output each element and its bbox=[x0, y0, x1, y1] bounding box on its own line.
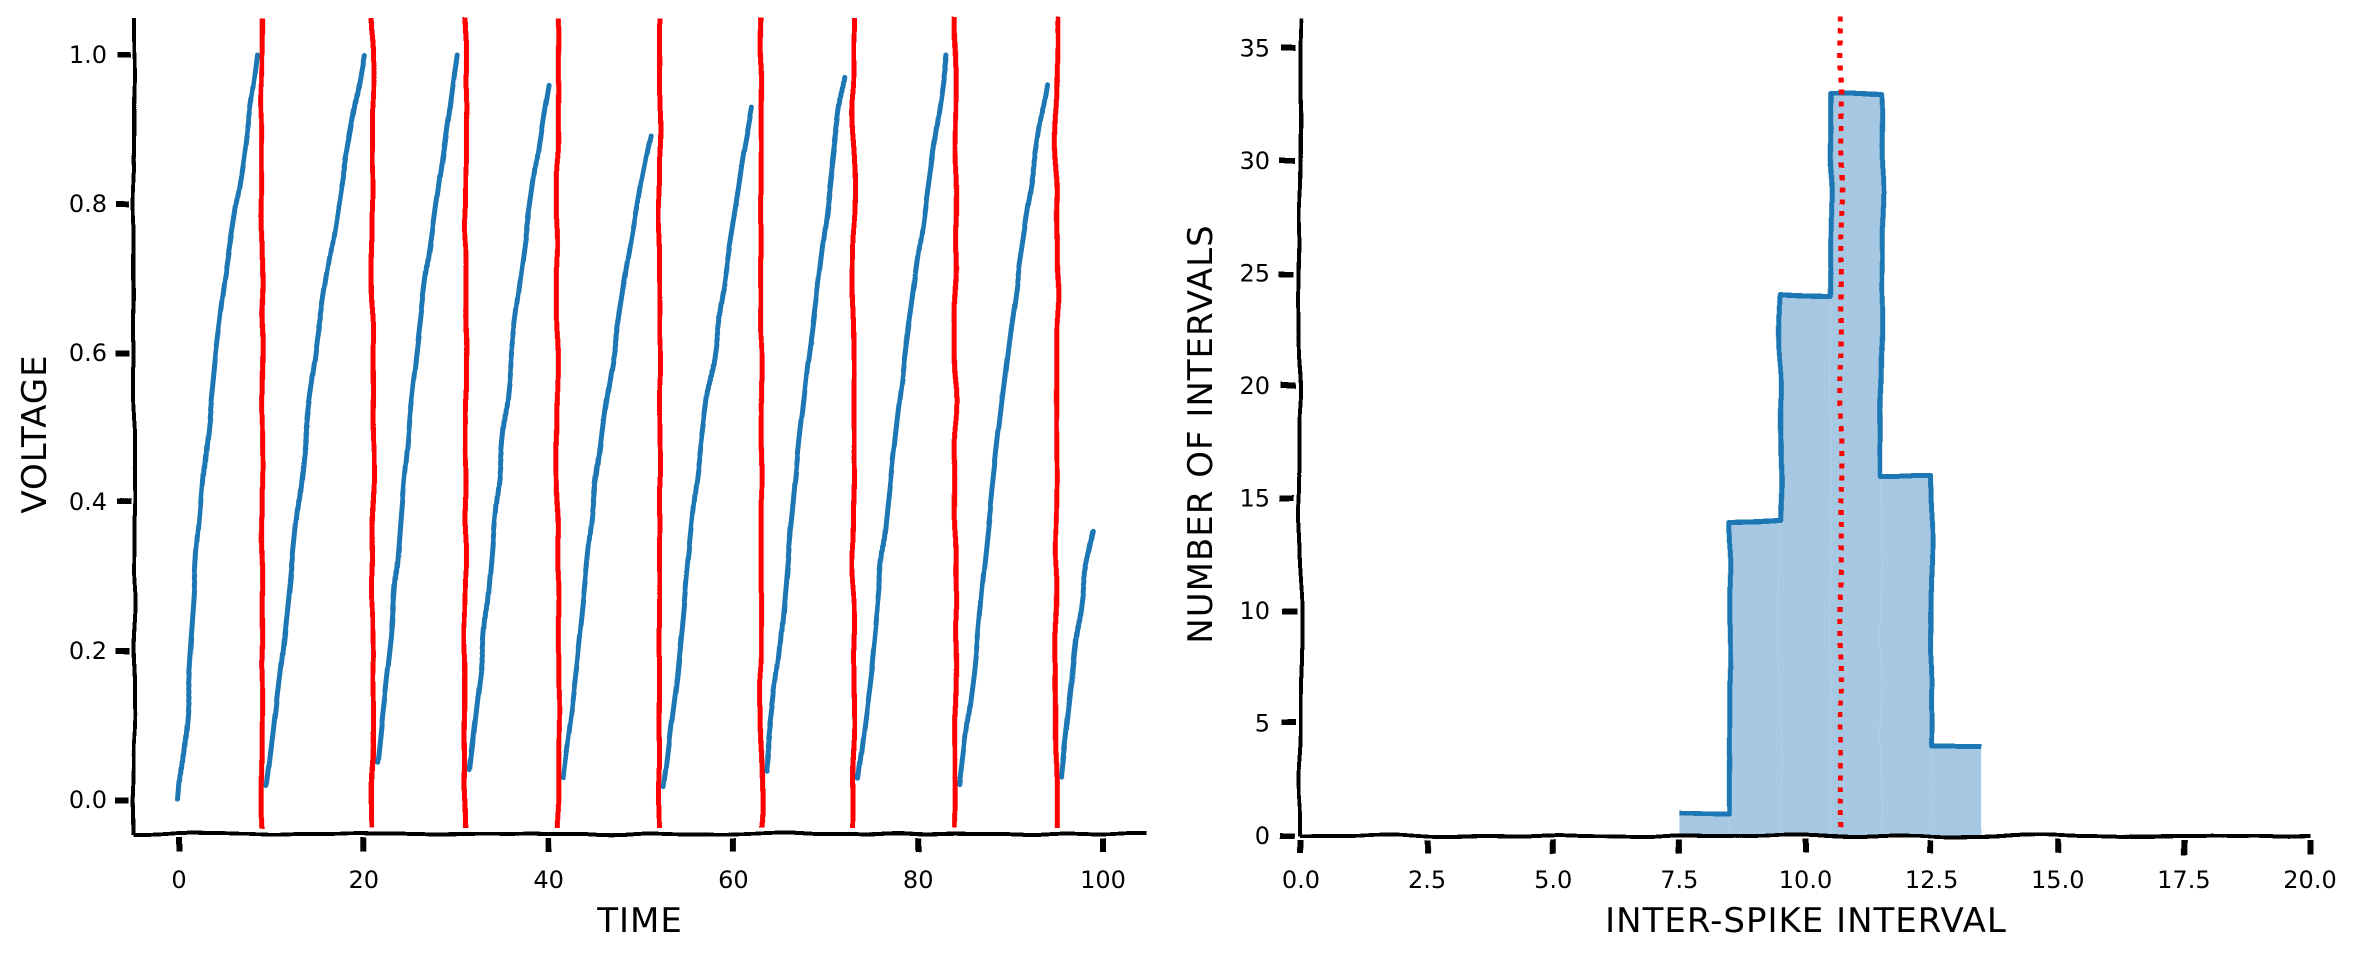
voltage-x-axis-label: TIME bbox=[596, 901, 683, 941]
isi-y-tick-label: 25 bbox=[1239, 260, 1270, 288]
isi-histogram-tick-labels: 0 5 10 15 20 25 30 35 0.0 2.5 5.0 7.5 10.0 12.5 15.0 17… bbox=[1239, 35, 2336, 895]
voltage-y-tick-label: 0.8 bbox=[69, 190, 107, 218]
isi-x-tick-label: 15.0 bbox=[2031, 866, 2084, 894]
voltage-y-tick-label: 1.0 bbox=[69, 41, 107, 69]
isi-y-tick-label: 0 bbox=[1255, 822, 1270, 850]
voltage-tick-labels: 0.0 0.2 0.4 0.6 0.8 1.0 0 20 40 60 80 100 bbox=[69, 41, 1126, 894]
isi-histogram-chart: 0 5 10 15 20 25 30 35 0.0 2.5 5.0 7.5 10.0 12.5 15.0 17… bbox=[1181, 18, 2337, 941]
voltage-x-tick-label: 20 bbox=[349, 866, 380, 894]
isi-y-tick-label: 15 bbox=[1239, 485, 1270, 513]
voltage-x-tick-label: 0 bbox=[171, 866, 186, 894]
voltage-axes bbox=[116, 18, 1146, 852]
isi-x-tick-label: 17.5 bbox=[2157, 866, 2210, 894]
isi-x-tick-label: 10.0 bbox=[1779, 866, 1832, 894]
isi-y-tick-label: 10 bbox=[1239, 597, 1270, 625]
voltage-trace-segment bbox=[560, 134, 653, 781]
isi-x-tick-label: 2.5 bbox=[1408, 866, 1446, 894]
histogram-bar bbox=[1729, 521, 1781, 836]
isi-histogram-plot-area bbox=[1679, 18, 1983, 836]
voltage-y-tick-label: 0.4 bbox=[69, 488, 107, 516]
voltage-trace-segment bbox=[1058, 529, 1097, 781]
voltage-plot-area bbox=[176, 18, 1097, 828]
histogram-bar bbox=[1830, 93, 1882, 836]
histogram-bar bbox=[1931, 746, 1983, 836]
voltage-trace-segment bbox=[176, 52, 260, 803]
isi-x-tick-label: 12.5 bbox=[1905, 866, 1958, 894]
voltage-x-tick-label: 100 bbox=[1080, 866, 1126, 894]
isi-y-tick-label: 30 bbox=[1239, 147, 1270, 175]
voltage-trace-segment bbox=[855, 52, 949, 781]
voltage-trace-segment bbox=[661, 104, 755, 788]
histogram-bar bbox=[1679, 813, 1730, 836]
isi-y-tick-label: 20 bbox=[1239, 372, 1270, 400]
histogram-bar bbox=[1881, 476, 1932, 836]
voltage-x-tick-label: 60 bbox=[718, 866, 749, 894]
voltage-x-tick-label: 40 bbox=[533, 866, 564, 894]
voltage-chart: 0.0 0.2 0.4 0.6 0.8 1.0 0 20 40 60 80 100 TIME VOLT… bbox=[15, 18, 1146, 941]
voltage-y-axis-label: VOLTAGE bbox=[15, 354, 55, 513]
isi-y-tick-label: 35 bbox=[1239, 35, 1270, 63]
voltage-trace-segment bbox=[957, 82, 1051, 788]
voltage-trace-segment bbox=[264, 52, 367, 788]
voltage-trace-segment bbox=[467, 82, 552, 773]
voltage-trace-segment bbox=[763, 74, 847, 773]
isi-x-tick-label: 5.0 bbox=[1534, 866, 1572, 894]
isi-x-axis-label: INTER-SPIKE INTERVAL bbox=[1605, 901, 2007, 941]
isi-x-tick-label: 20.0 bbox=[2283, 866, 2336, 894]
voltage-x-tick-label: 80 bbox=[903, 866, 934, 894]
isi-x-tick-label: 7.5 bbox=[1660, 866, 1698, 894]
voltage-y-tick-label: 0.6 bbox=[69, 339, 107, 367]
voltage-trace-segment bbox=[375, 52, 459, 766]
voltage-y-tick-label: 0.0 bbox=[69, 786, 107, 814]
isi-y-axis-label: NUMBER OF INTERVALS bbox=[1181, 224, 1221, 643]
isi-x-tick-label: 0.0 bbox=[1282, 866, 1320, 894]
isi-y-tick-label: 5 bbox=[1255, 710, 1270, 738]
histogram-bar bbox=[1780, 296, 1831, 836]
isi-histogram-axes bbox=[1280, 18, 2313, 854]
voltage-y-tick-label: 0.2 bbox=[69, 637, 107, 665]
histogram-step-outline bbox=[1679, 91, 1983, 816]
